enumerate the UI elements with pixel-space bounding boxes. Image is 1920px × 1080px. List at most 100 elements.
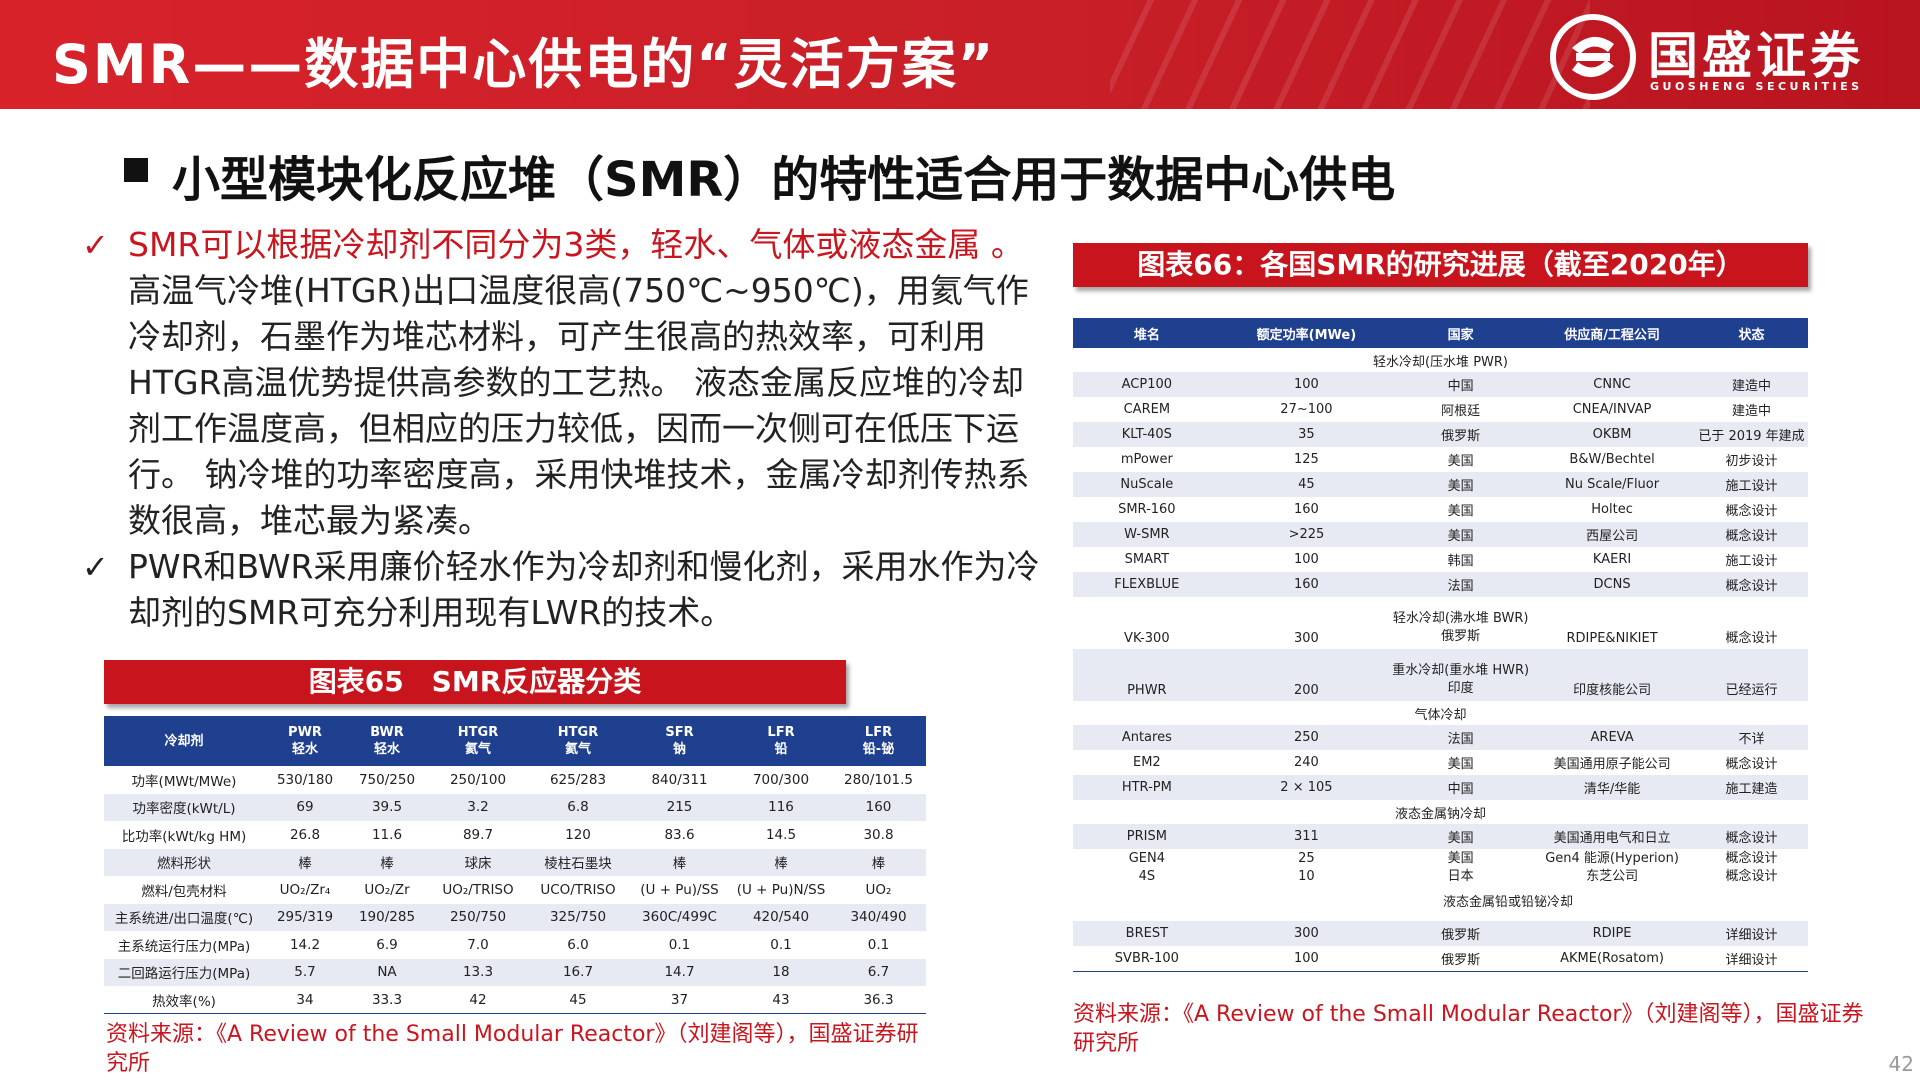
table-row: CAREM 27~100 阿根廷 CNEA/INVAP 建造中 xyxy=(1073,397,1808,422)
table-row: 主系统进/出口温度(℃) 295/319 190/285 250/750 325/750… xyxy=(104,903,926,931)
row-label: 燃料/包壳材料 xyxy=(104,876,264,904)
table-header-cell: HTGR 氦气 xyxy=(528,716,628,766)
reactor-name: Antares xyxy=(1073,725,1221,750)
table-cell: 概念设计 xyxy=(1725,504,1778,519)
checkmark-icon: ✓ xyxy=(82,548,109,586)
reactor-name: NuScale xyxy=(1073,472,1221,497)
table-cell: 中国 xyxy=(1392,775,1530,800)
table-cell: 棒 xyxy=(831,848,926,876)
table-cell: 39.5 xyxy=(346,793,428,821)
table-cell: 日本 xyxy=(1447,868,1474,884)
table-row: VK-300 300 轻水冷却(沸水堆 BWR) 俄罗斯 RDIPE&NIKIET 概念设… xyxy=(1073,597,1808,649)
table-header-cell: PWR 轻水 xyxy=(264,716,346,766)
table-row: PRISM 311 美国 美国通用电气和日立 概念设计 xyxy=(1073,824,1808,849)
table-cell: 美国 xyxy=(1392,824,1530,849)
table-cell: 6.8 xyxy=(528,793,628,821)
table-cell: 700/300 xyxy=(731,766,831,794)
table-cell: RDIPE xyxy=(1529,921,1695,946)
table-cell: DCNS xyxy=(1529,572,1695,597)
table-row: NuScale 45 美国 Nu Scale/Fluor 施工设计 xyxy=(1073,472,1808,497)
smr-progress-table: 堆名 额定功率(MWe) 国家 供应商/工程公司 状态 轻水冷却(压水堆 PWR) ACP… xyxy=(1073,318,1808,972)
table-cell: KAERI xyxy=(1592,552,1632,567)
table-cell: 530/180 xyxy=(264,766,346,794)
smr-classification-table: 冷却剂 PWR 轻水 BWR 轻水 HTGR 氦气 HTGR 氦气 SFR 钠 LFR 铅 LFR 铅-铋 … xyxy=(104,716,926,1014)
table-cell: 棒 xyxy=(731,848,831,876)
table-cell: 11.6 xyxy=(346,821,428,849)
table-cell: 250/750 xyxy=(428,903,528,931)
table-cell: 不详 xyxy=(1695,725,1808,750)
header-label: HTGR xyxy=(457,725,499,740)
table-header-cell: SFR 钠 xyxy=(628,716,731,766)
table-row: 热效率(%) 34 33.3 42 45 37 43 36.3 xyxy=(104,986,926,1014)
table-row: W-SMR >225 美国 西屋公司 概念设计 xyxy=(1073,522,1808,547)
table-cell: 16.7 xyxy=(528,958,628,986)
table-cell: 83.6 xyxy=(628,821,731,849)
table-header-cell: LFR 铅 xyxy=(731,716,831,766)
table-cell: 27~100 xyxy=(1280,402,1333,417)
table-cell: 概念设计 xyxy=(1695,572,1808,597)
header-band: SMR——数据中心供电的“灵活方案” 国盛证券 GUOSHENG SECURIT… xyxy=(0,0,1920,109)
table-cell: 625/283 xyxy=(528,766,628,794)
table-cell: 100 xyxy=(1294,552,1319,567)
header-decoration xyxy=(1110,0,1590,109)
table-row: 燃料形状棒棒球床 棱柱石墨块棒棒棒 xyxy=(104,848,926,876)
table-cell: 法国 xyxy=(1392,572,1530,597)
table-cell: 30.8 xyxy=(831,821,926,849)
table-header-cell: 冷却剂 xyxy=(104,716,264,766)
table-header-cell: LFR 铅-铋 xyxy=(831,716,926,766)
table-cell: 概念设计 xyxy=(1725,850,1778,866)
table-cell: 340/490 xyxy=(831,903,926,931)
table-cell: 840/311 xyxy=(628,766,731,794)
slide-title: SMR——数据中心供电的“灵活方案” xyxy=(52,33,996,96)
table-cell: 西屋公司 xyxy=(1529,522,1695,547)
reactor-name: W-SMR xyxy=(1073,522,1221,547)
header-label: SFR xyxy=(665,725,694,740)
table-cell: 中国 xyxy=(1392,372,1530,397)
table-row: KLT-40S 35 俄罗斯 OKBM 已于 2019 年建成 xyxy=(1073,422,1808,447)
bullet-item: ✓ SMR可以根据冷却剂不同分为3类，轻水、气体或液态金属 。高温气冷堆(HTG… xyxy=(82,222,1042,544)
table-cell: UO₂ xyxy=(831,876,926,904)
table-cell: 100 xyxy=(1220,946,1393,972)
reactor-name: KLT-40S xyxy=(1073,422,1221,447)
table-cell: 韩国 xyxy=(1447,554,1474,569)
reactor-name: HTR-PM xyxy=(1073,775,1221,800)
table-row: GEN4 25 美国 Gen4 能源(Hyperion) 概念设计 xyxy=(1073,849,1808,867)
table-cell: 美国 xyxy=(1447,850,1474,866)
table-cell: (U + Pu)/SS xyxy=(628,876,731,904)
table-cell: 概念设计 xyxy=(1695,522,1808,547)
table-row: Antares 250 法国 AREVA 不详 xyxy=(1073,725,1808,750)
table-cell: 43 xyxy=(731,986,831,1014)
header-label: HTGR xyxy=(557,725,599,740)
header-sublabel: 轻水 xyxy=(291,742,318,757)
table-row: 4S 10 日本 东芝公司 概念设计 xyxy=(1073,867,1808,885)
table-header-row: 堆名 额定功率(MWe) 国家 供应商/工程公司 状态 xyxy=(1073,318,1808,348)
table-cell: B&W/Bechtel xyxy=(1569,452,1655,467)
table-cell: NA xyxy=(346,958,428,986)
figure65-source: 资料来源：《A Review of the Small Modular Reac… xyxy=(106,1022,919,1076)
table-cell: 0.1 xyxy=(731,931,831,959)
table-cell: 详细设计 xyxy=(1695,946,1808,972)
table-cell: 初步设计 xyxy=(1725,454,1778,469)
table-cell: 美国 xyxy=(1392,522,1530,547)
table-cell: UO₂/Zr xyxy=(346,876,428,904)
figure66-banner: 图表66：各国SMR的研究进展（截至2020年） xyxy=(1073,243,1808,287)
table-cell: 俄罗斯 xyxy=(1392,946,1530,972)
header-label: PWR xyxy=(288,725,322,740)
table-cell: 建造中 xyxy=(1695,372,1808,397)
table-cell: 360C/499C xyxy=(628,903,731,931)
header-sublabel: 钠 xyxy=(672,742,686,757)
table-cell: UO₂/Zr₄ xyxy=(264,876,346,904)
row-label: 燃料形状 xyxy=(104,848,264,876)
reactor-name: 4S xyxy=(1138,868,1156,884)
reactor-name: FLEXBLUE xyxy=(1073,572,1221,597)
table-cell: 160 xyxy=(831,793,926,821)
table-row: HTR-PM 2 × 105 中国 清华/华能 施工建造 xyxy=(1073,775,1808,800)
table-cell: 美国通用原子能公司 xyxy=(1553,757,1671,772)
table-header-row: 冷却剂 PWR 轻水 BWR 轻水 HTGR 氦气 HTGR 氦气 SFR 钠 LFR 铅 LFR 铅-铋 xyxy=(104,716,926,766)
header-sublabel: 铅-铋 xyxy=(862,742,895,757)
table-cell: 清华/华能 xyxy=(1529,775,1695,800)
table-cell: (U + Pu)N/SS xyxy=(731,876,831,904)
reactor-name: ACP100 xyxy=(1073,372,1221,397)
table-cell: 160 xyxy=(1294,502,1319,517)
table-cell: 200 xyxy=(1220,649,1393,701)
